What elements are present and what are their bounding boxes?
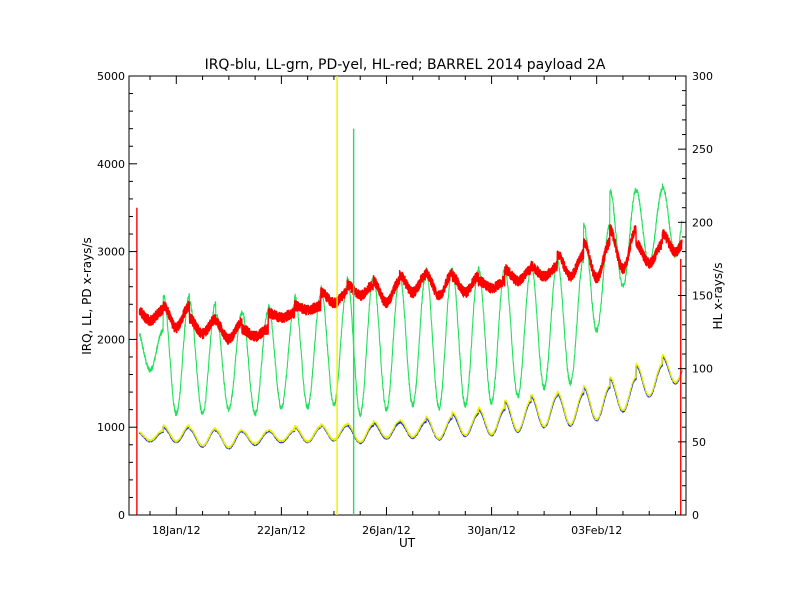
x-tick-label: 03Feb/12 — [571, 524, 622, 537]
y-tick-label-left: 1000 — [97, 421, 125, 434]
series-line-pd — [138, 353, 683, 449]
x-tick-label: 22Jan/12 — [257, 524, 306, 537]
chart-title: IRQ-blu, LL-grn, PD-yel, HL-red; BARREL … — [205, 57, 606, 73]
y-tick-label-right: 100 — [692, 363, 713, 376]
y-tick-label-right: 50 — [692, 436, 706, 449]
y-tick-label-left: 2000 — [97, 333, 125, 346]
y-tick-label-right: 0 — [692, 509, 699, 522]
y-tick-label-left: 0 — [118, 509, 125, 522]
y-tick-label-right: 150 — [692, 290, 713, 303]
y-tick-label-left: 4000 — [97, 158, 125, 171]
series-line-ll — [138, 183, 683, 418]
axis-layer: 0 1000 2000 3000 4000 5000 0 50 100 150 200 250 300 1… — [97, 70, 713, 537]
x-tick-label: 18Jan/12 — [152, 524, 201, 537]
x-tick-label: 30Jan/12 — [467, 524, 516, 537]
series-line-hl — [138, 224, 683, 346]
y-axis-label-right: HL x-rays/s — [711, 263, 725, 330]
y-tick-label-right: 200 — [692, 216, 713, 229]
y-axis-label-left: IRQ, LL, PD x-rays/s — [80, 237, 94, 355]
y-tick-label-left: 5000 — [97, 70, 125, 83]
y-tick-label-right: 250 — [692, 143, 713, 156]
series-layer — [136, 76, 683, 515]
x-axis-label: UT — [399, 536, 416, 550]
y-tick-label-left: 3000 — [97, 246, 125, 259]
plot-area — [128, 75, 687, 516]
y-tick-label-right: 300 — [692, 70, 713, 83]
x-tick-label: 26Jan/12 — [362, 524, 411, 537]
